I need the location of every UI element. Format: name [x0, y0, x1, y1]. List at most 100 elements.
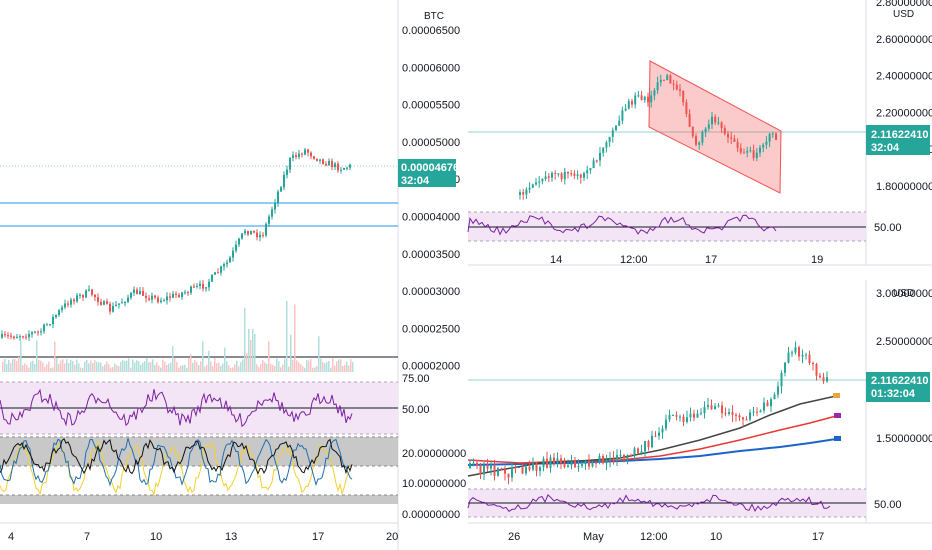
- volume-bar: [144, 361, 146, 372]
- br-x-tick: 17: [812, 531, 824, 543]
- volume-bar: [22, 365, 24, 372]
- candle-body: [61, 307, 63, 311]
- volume-bar: [274, 365, 276, 372]
- candle-body: [598, 456, 601, 463]
- candle-body: [752, 150, 755, 159]
- candle-body: [544, 176, 547, 179]
- candle-body: [643, 96, 646, 101]
- candle-body: [34, 331, 36, 333]
- candle-body: [812, 362, 814, 365]
- volume-bar: [82, 367, 84, 372]
- candle-body: [743, 152, 745, 154]
- candle-body: [522, 192, 525, 195]
- tr-x-tick: 12:00: [620, 254, 648, 266]
- candle-body: [714, 406, 716, 410]
- candle-body: [184, 292, 186, 294]
- candle-body: [669, 75, 672, 84]
- candle-body: [136, 289, 138, 295]
- candle-body: [759, 410, 762, 413]
- candle-body: [532, 463, 534, 470]
- candle-body: [190, 286, 192, 293]
- volume-bar: [100, 362, 102, 372]
- candle-body: [749, 412, 751, 420]
- candle-body: [693, 413, 695, 418]
- candle-body: [656, 82, 659, 91]
- candle-body: [595, 160, 598, 162]
- candle-body: [720, 122, 723, 129]
- volume-bar: [142, 362, 144, 372]
- volume-bar: [120, 361, 122, 372]
- volume-bar: [336, 361, 338, 372]
- candle-body: [22, 336, 24, 338]
- price-tick-label: 0.00002000: [402, 361, 460, 373]
- volume-bar: [160, 367, 162, 372]
- volume-bar: [112, 367, 114, 372]
- candle-body: [247, 231, 249, 235]
- volume-bar: [350, 359, 352, 372]
- price-tick-label: 0.00004000: [402, 212, 460, 224]
- volume-bar: [32, 360, 34, 372]
- volume-bar: [192, 362, 194, 372]
- candle-body: [139, 290, 141, 295]
- candle-body: [220, 266, 222, 273]
- volume-bar: [352, 361, 354, 372]
- candle-body: [653, 90, 656, 96]
- candle-body: [504, 469, 506, 474]
- volume-bar: [106, 361, 108, 372]
- candle-body: [819, 375, 821, 378]
- candle-body: [43, 324, 45, 332]
- volume-bar: [298, 362, 300, 372]
- price-tick-label: 0.00003500: [402, 249, 460, 261]
- candle-body: [675, 415, 678, 417]
- candle-body: [780, 372, 783, 387]
- candle-body: [241, 233, 243, 239]
- candle-body: [777, 386, 779, 395]
- candle-body: [124, 302, 126, 304]
- volume-bar: [262, 359, 264, 372]
- candle-body: [630, 455, 632, 457]
- volume-bar: [168, 363, 170, 372]
- volume-bar: [194, 360, 196, 372]
- candle-body: [118, 303, 120, 305]
- candle-body: [567, 465, 569, 467]
- left-rsi-pane: 75.00 50.00: [0, 373, 430, 435]
- candle-body: [583, 173, 585, 178]
- candle-body: [130, 292, 132, 298]
- candle-body: [157, 297, 159, 303]
- candle-body: [334, 163, 336, 167]
- candle-body: [476, 462, 478, 466]
- candle-body: [16, 336, 18, 339]
- candle-body: [640, 95, 643, 101]
- volume-bar: [24, 363, 26, 372]
- volume-bar: [282, 364, 284, 372]
- candle-body: [4, 334, 6, 336]
- candle-body: [238, 238, 240, 245]
- volume-bar: [300, 364, 302, 372]
- volume-bar: [12, 359, 14, 372]
- candle-body: [205, 287, 207, 289]
- volume-bar: [90, 360, 92, 372]
- candle-body: [724, 413, 727, 415]
- volume-bar: [4, 358, 6, 372]
- volume-bar: [314, 367, 316, 372]
- candle-body: [696, 413, 699, 418]
- volume-bar: [52, 367, 54, 372]
- candle-body: [637, 448, 639, 454]
- candle-body: [103, 301, 105, 305]
- candle-body: [331, 160, 333, 167]
- candle-body: [602, 147, 605, 153]
- candle-body: [286, 169, 288, 175]
- bottom-right-chart-panel: USD 3.00000000 2.50000000 1.50000000 2.116…: [467, 280, 932, 543]
- candle-body: [535, 182, 537, 185]
- candle-body: [542, 458, 545, 468]
- volume-bar: [266, 363, 268, 372]
- candle-body: [259, 234, 261, 238]
- candle-body: [759, 147, 761, 153]
- candle-body: [773, 394, 776, 400]
- candle-body: [579, 174, 582, 178]
- volume-bar: [324, 363, 326, 372]
- candle-body: [76, 295, 78, 302]
- volume-bar: [232, 367, 234, 372]
- volume-bar: [196, 361, 198, 372]
- top-right-chart-panel: USD 2.80000000 2.60000000 2.40000000 2.2000…: [467, 0, 932, 266]
